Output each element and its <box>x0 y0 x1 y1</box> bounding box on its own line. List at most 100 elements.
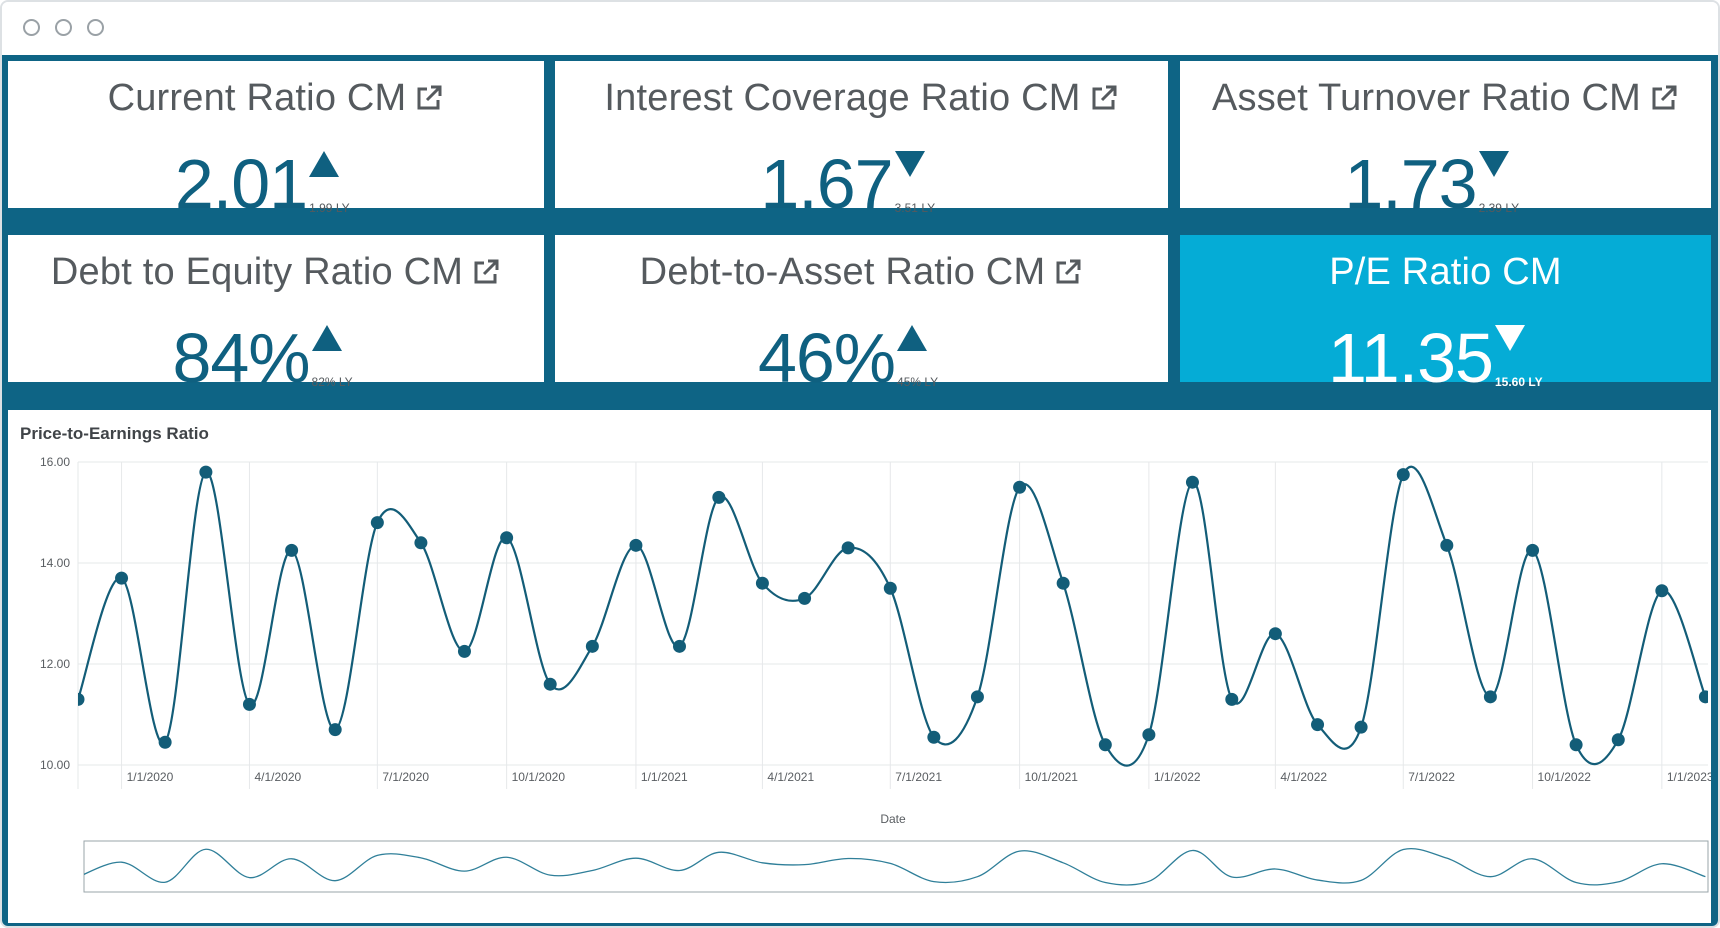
data-point[interactable] <box>1526 543 1540 557</box>
kpi-title-text: Interest Coverage Ratio CM <box>604 77 1081 119</box>
x-tick-label: 1/1/2023 <box>1667 770 1711 784</box>
window-close-button[interactable] <box>23 19 40 36</box>
data-point[interactable] <box>1611 733 1625 747</box>
x-tick-label: 10/1/2021 <box>1025 770 1079 784</box>
data-point[interactable] <box>970 690 984 704</box>
x-axis-title: Date <box>880 812 906 826</box>
trend-down-icon <box>893 149 927 179</box>
x-tick-label: 4/1/2021 <box>767 770 814 784</box>
kpi-value: 1.67 <box>760 145 893 223</box>
data-point[interactable] <box>629 538 643 552</box>
x-tick-label: 7/1/2022 <box>1408 770 1455 784</box>
x-tick-label: 7/1/2021 <box>895 770 942 784</box>
kpi-title: Interest Coverage Ratio CM <box>555 77 1168 120</box>
data-point[interactable] <box>672 639 686 653</box>
kpi-title: Debt-to-Asset Ratio CM <box>555 251 1168 294</box>
trend-down-icon <box>1477 149 1511 179</box>
data-point[interactable] <box>712 490 726 504</box>
data-point[interactable] <box>798 591 812 605</box>
data-point[interactable] <box>1569 738 1583 752</box>
kpi-value: 84% <box>172 319 310 397</box>
chart-title: Price-to-Earnings Ratio <box>20 424 209 443</box>
data-point[interactable] <box>414 536 428 550</box>
kpi-title-text: Asset Turnover Ratio CM <box>1211 77 1642 119</box>
data-point[interactable] <box>328 723 342 737</box>
trend-down-icon <box>1493 323 1527 353</box>
data-point[interactable] <box>1225 692 1239 706</box>
data-point[interactable] <box>158 735 172 749</box>
dashboard: Current Ratio CM 2.01 1.99 LY Interest Co… <box>2 55 1718 926</box>
kpi-value: 2.01 <box>174 145 308 223</box>
kpi-title-text: Debt to Equity Ratio CM <box>50 251 464 293</box>
external-link-icon[interactable] <box>471 254 501 284</box>
kpi-title: Debt to Equity Ratio CM <box>8 251 544 294</box>
data-point[interactable] <box>500 531 514 545</box>
x-tick-label: 1/1/2022 <box>1154 770 1201 784</box>
data-point[interactable] <box>285 543 299 557</box>
kpi-last-year: 2.39 LY <box>1478 201 1520 215</box>
kpi-tile-debt-to-asset-ratio[interactable]: Debt-to-Asset Ratio CM 46% 45% LY <box>555 235 1168 393</box>
trend-up-icon <box>895 323 929 353</box>
data-point[interactable] <box>1698 690 1711 704</box>
data-point[interactable] <box>585 639 599 653</box>
data-point[interactable] <box>883 581 897 595</box>
y-tick-label: 10.00 <box>40 758 70 772</box>
kpi-value: 11.35 <box>1328 319 1494 397</box>
data-point[interactable] <box>370 516 384 530</box>
data-point[interactable] <box>1268 627 1282 641</box>
window-maximize-button[interactable] <box>87 19 104 36</box>
kpi-last-year: 15.60 LY <box>1494 375 1543 389</box>
data-point[interactable] <box>1655 584 1669 598</box>
trend-up-icon <box>310 323 344 353</box>
x-tick-label: 10/1/2022 <box>1538 770 1592 784</box>
data-point[interactable] <box>1098 738 1112 752</box>
window-titlebar <box>2 2 1718 55</box>
kpi-last-year: 3.51 LY <box>894 201 936 215</box>
data-point[interactable] <box>1185 475 1199 489</box>
kpi-title: P/E Ratio CM <box>1180 251 1711 294</box>
chart-range-scrollbar[interactable] <box>83 840 1709 893</box>
kpi-last-year: 1.99 LY <box>309 201 350 215</box>
kpi-tile-current-ratio[interactable]: Current Ratio CM 2.01 1.99 LY <box>8 61 544 219</box>
data-point[interactable] <box>457 644 471 658</box>
data-point[interactable] <box>1142 728 1156 742</box>
kpi-value: 1.73 <box>1344 145 1477 223</box>
kpi-tile-debt-to-equity-ratio[interactable]: Debt to Equity Ratio CM 84% 82% LY <box>8 235 544 393</box>
kpi-title: Current Ratio CM <box>8 77 544 120</box>
data-point[interactable] <box>927 730 941 744</box>
x-tick-label: 10/1/2020 <box>512 770 566 784</box>
data-point[interactable] <box>72 692 85 706</box>
data-point[interactable] <box>1354 720 1368 734</box>
data-point[interactable] <box>1311 718 1325 732</box>
window-minimize-button[interactable] <box>55 19 72 36</box>
data-point[interactable] <box>1440 538 1454 552</box>
data-point[interactable] <box>199 465 213 479</box>
kpi-tile-interest-coverage-ratio[interactable]: Interest Coverage Ratio CM 1.67 3.51 LY <box>555 61 1168 219</box>
x-tick-label: 4/1/2020 <box>254 770 301 784</box>
kpi-tile-asset-turnover-ratio[interactable]: Asset Turnover Ratio CM 1.73 2.39 LY <box>1180 61 1711 219</box>
x-tick-label: 4/1/2022 <box>1280 770 1327 784</box>
overview-series-line <box>84 848 1706 886</box>
external-link-icon[interactable] <box>1649 80 1679 110</box>
x-tick-label: 1/1/2020 <box>127 770 174 784</box>
data-point[interactable] <box>1396 468 1410 482</box>
data-point[interactable] <box>755 576 769 590</box>
data-point[interactable] <box>841 541 855 555</box>
external-link-icon[interactable] <box>1053 254 1083 284</box>
data-point[interactable] <box>242 697 256 711</box>
data-point[interactable] <box>115 571 129 585</box>
data-point[interactable] <box>1483 690 1497 704</box>
external-link-icon[interactable] <box>414 80 444 110</box>
external-link-icon[interactable] <box>1089 80 1119 110</box>
data-point[interactable] <box>543 677 557 691</box>
data-point[interactable] <box>1056 576 1070 590</box>
kpi-title-text: P/E Ratio CM <box>1329 251 1562 293</box>
kpi-last-year: 45% LY <box>897 375 939 389</box>
y-tick-label: 14.00 <box>40 556 70 570</box>
data-point[interactable] <box>1013 480 1027 494</box>
y-tick-label: 12.00 <box>40 657 70 671</box>
kpi-title-text: Current Ratio CM <box>107 77 407 119</box>
kpi-value: 46% <box>757 319 896 397</box>
kpi-tile-pe-ratio[interactable]: P/E Ratio CM 11.35 15.60 LY <box>1180 235 1711 393</box>
